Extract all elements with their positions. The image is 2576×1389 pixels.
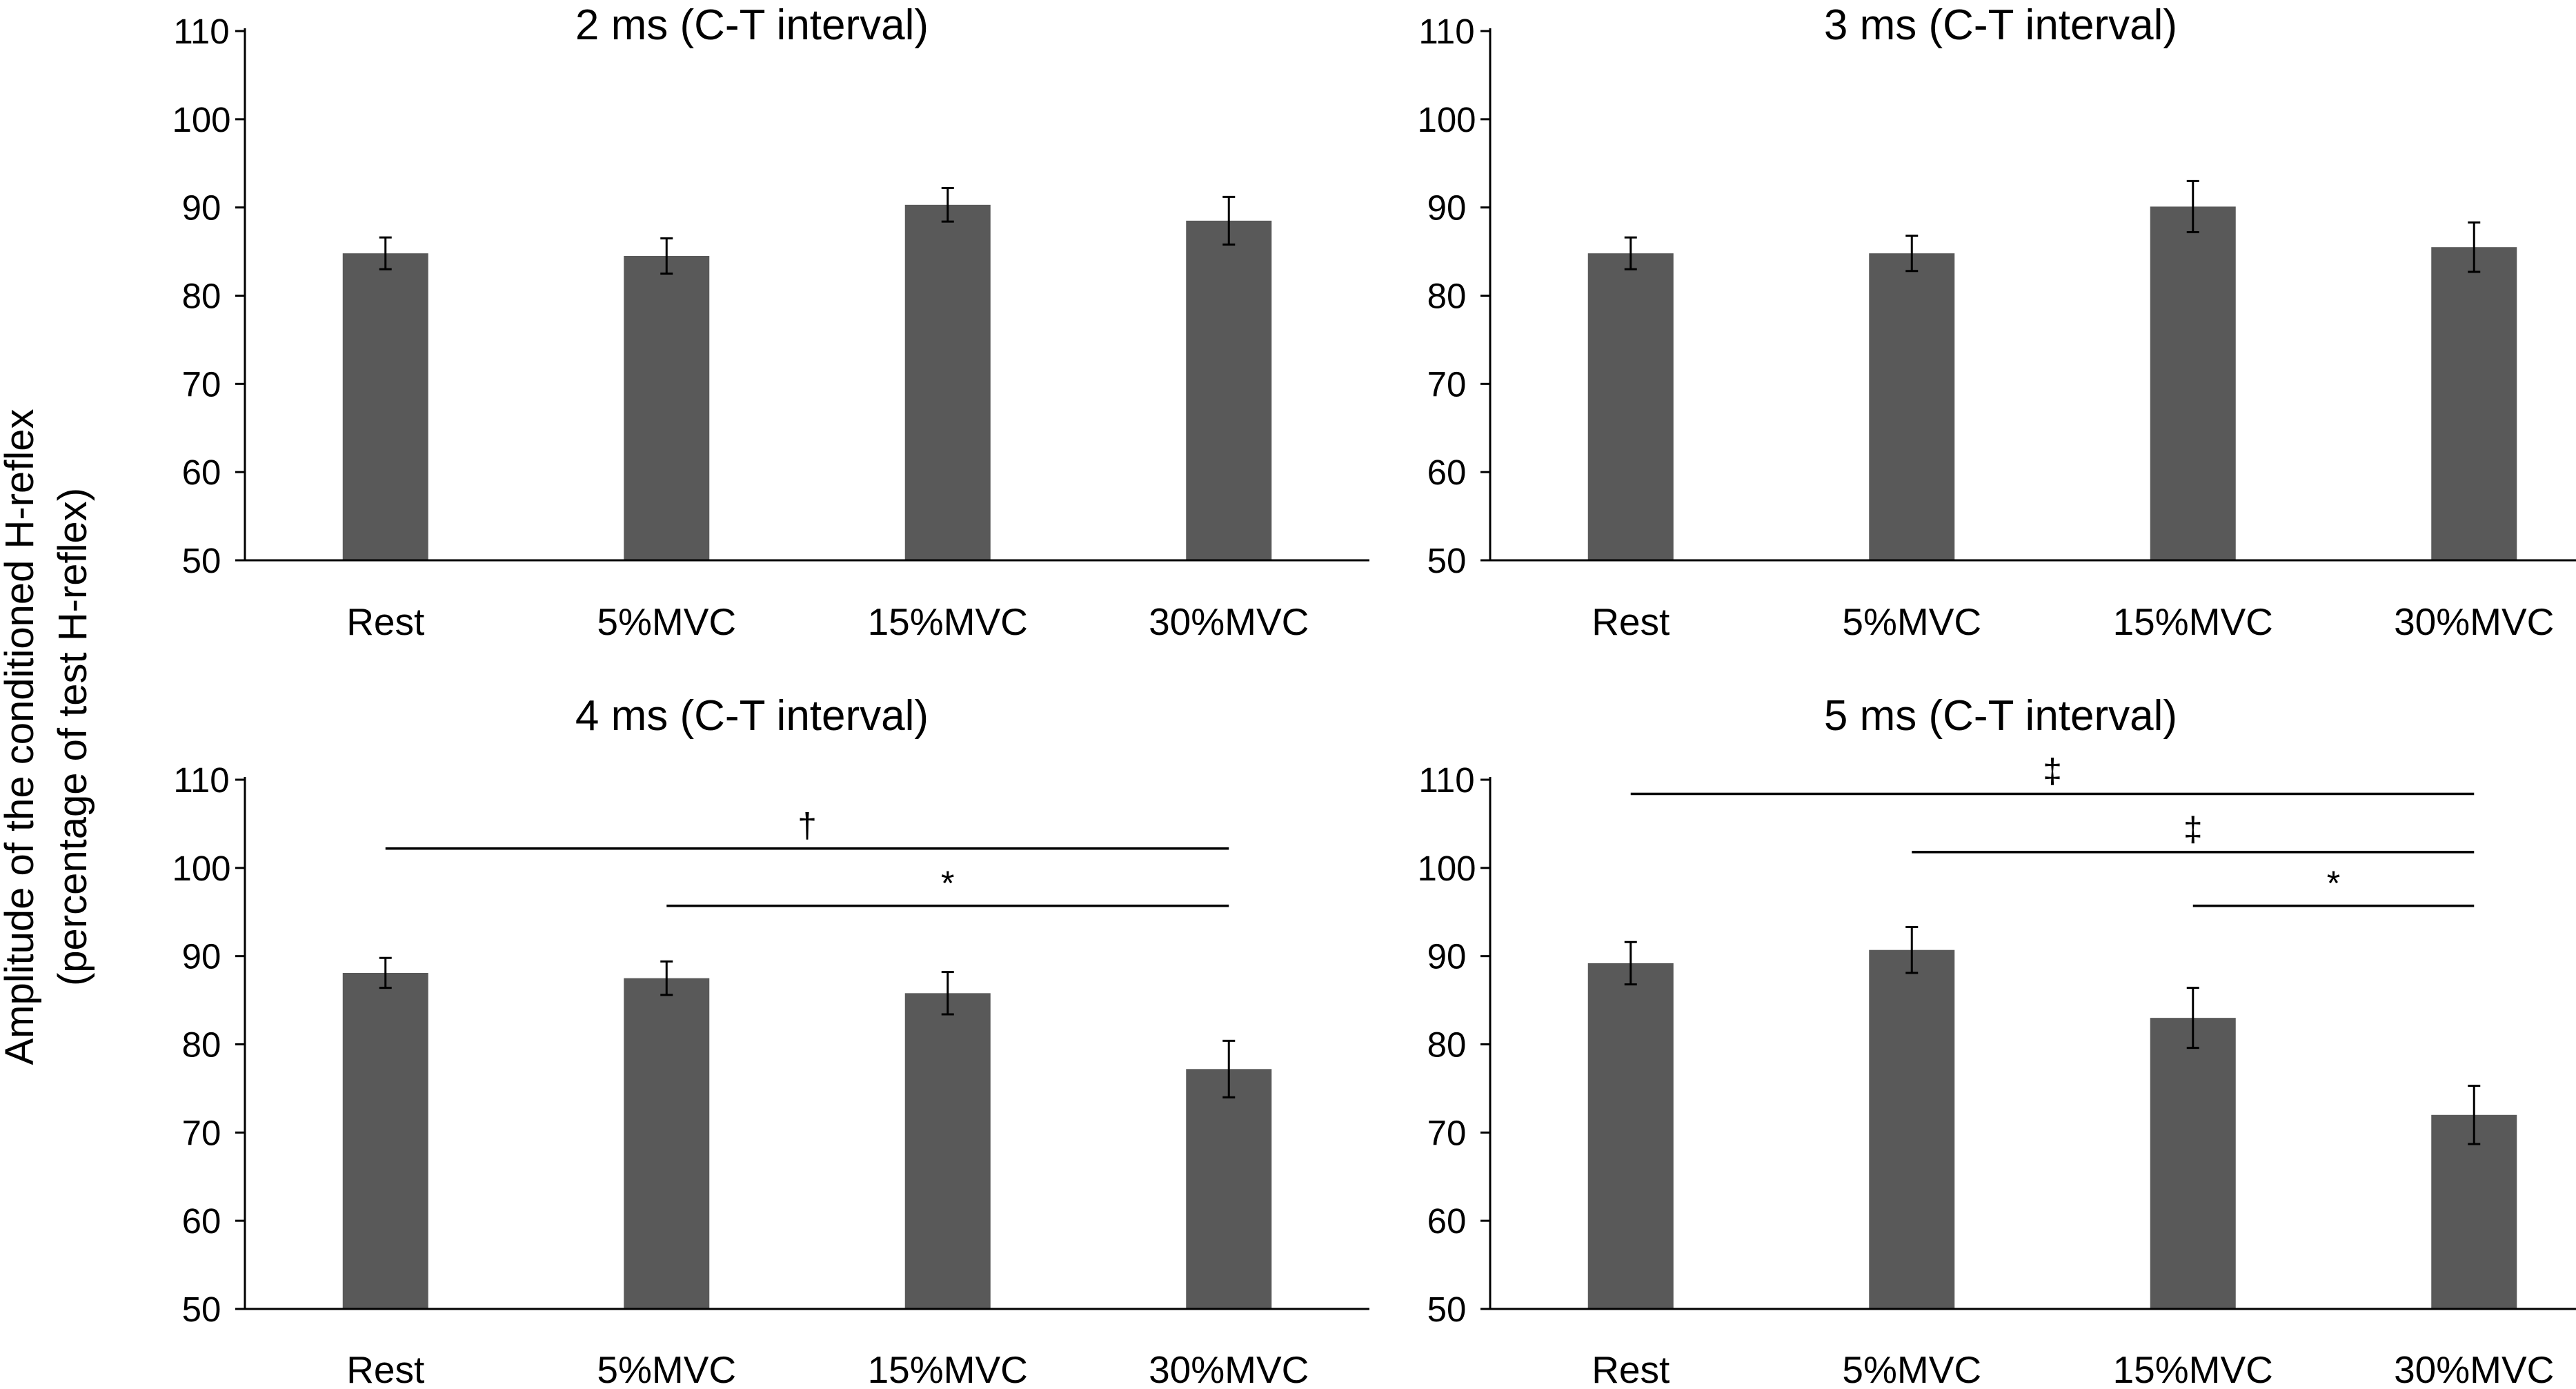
- category-label: 30%MVC: [1149, 600, 1309, 643]
- panel-4ms: Rest 5%MVC 15%MVC 30%MVC5060708090100110†* …: [172, 692, 1369, 1389]
- bar: [624, 978, 710, 1309]
- bar: [1869, 949, 1955, 1309]
- plot-area: Rest 5%MVC 15%MVC 30%MVC 50 60 70 80 90 100 110: [1417, 12, 2576, 643]
- bar: [1186, 1069, 1272, 1309]
- bar: [1587, 963, 1674, 1309]
- y-tick-label: 60: [182, 453, 221, 492]
- y-tick-label: 80: [182, 277, 221, 316]
- y-tick-label: 60: [182, 1201, 221, 1241]
- plot-area: Rest 5%MVC 15%MVC 30%MVC 50 60 70 80 90 100 110: [172, 12, 1369, 643]
- y-axis-label-line1: Amplitude of the conditioned H-reflex: [0, 408, 42, 1065]
- panel-title: 5 ms (C-T interval): [1824, 692, 2177, 740]
- y-tick-label: 50: [182, 1290, 221, 1329]
- bar: [342, 972, 428, 1309]
- y-tick-label: 90: [1427, 937, 1467, 976]
- significance-symbol: ‡: [2043, 751, 2062, 790]
- category-label: 15%MVC: [868, 600, 1028, 643]
- category-label: 30%MVC: [1149, 1348, 1309, 1389]
- panel-3ms: Rest 5%MVC 15%MVC 30%MVC 50 60 70 80 90 100 110 3 …: [1417, 1, 2576, 643]
- panel-5ms: Rest 5%MVC 15%MVC 30%MVC 50 60 70 80 90 100 110 ‡ ‡ *…: [1417, 692, 2576, 1389]
- y-tick-label: 90: [182, 188, 221, 228]
- significance-symbol: †: [797, 807, 817, 845]
- y-tick-label: 50: [1427, 1290, 1467, 1329]
- panel-2ms: Rest 5%MVC 15%MVC 30%MVC 50 60 70 80 90 100 110 2 …: [172, 1, 1369, 643]
- y-tick-label: 50: [182, 541, 221, 580]
- bar: [1869, 253, 1955, 560]
- y-tick-label: 110: [1418, 12, 1474, 51]
- category-label: Rest: [1592, 600, 1670, 643]
- category-label: 15%MVC: [2113, 1348, 2273, 1389]
- y-tick-label: 100: [172, 100, 230, 139]
- bar: [2431, 247, 2517, 560]
- bar: [2431, 1114, 2517, 1309]
- y-tick-label: 100: [1417, 849, 1476, 888]
- category-label: 5%MVC: [597, 1348, 736, 1389]
- y-tick-label: 50: [1427, 541, 1467, 580]
- bar: [1186, 220, 1272, 560]
- category-label: Rest: [346, 600, 424, 643]
- bar: [1587, 253, 1674, 560]
- significance-symbol: *: [941, 864, 954, 903]
- category-label: 5%MVC: [1842, 600, 1981, 643]
- category-label: Rest: [1592, 1348, 1670, 1389]
- panel-title: 2 ms (C-T interval): [575, 1, 929, 49]
- y-axis-label-line2: (percentage of test H-reflex): [50, 488, 95, 986]
- bar: [342, 253, 428, 560]
- y-tick-label: 70: [1427, 1113, 1467, 1152]
- y-tick-label: 90: [1427, 188, 1467, 228]
- y-tick-label: 80: [1427, 277, 1467, 316]
- panel-title: 4 ms (C-T interval): [575, 692, 929, 740]
- y-tick-label: 100: [172, 849, 230, 888]
- category-label: 30%MVC: [2394, 1348, 2554, 1389]
- category-label: 15%MVC: [2113, 600, 2273, 643]
- bar: [2150, 1018, 2236, 1309]
- y-tick-label: 70: [182, 1113, 221, 1152]
- category-label: Rest: [346, 1348, 424, 1389]
- y-tick-label: 110: [1418, 760, 1474, 800]
- category-label: 15%MVC: [868, 1348, 1028, 1389]
- significance-symbol: ‡: [2183, 810, 2203, 849]
- y-tick-label: 100: [1417, 100, 1476, 139]
- plot-area: Rest 5%MVC 15%MVC 30%MVC 50 60 70 80 90 100 110 ‡ ‡ *: [1417, 751, 2576, 1389]
- significance-symbol: *: [2327, 864, 2340, 903]
- y-tick-label: 60: [1427, 1201, 1467, 1241]
- category-label: 5%MVC: [1842, 1348, 1981, 1389]
- y-tick-label: 110: [173, 760, 229, 800]
- y-tick-label: 70: [182, 364, 221, 404]
- y-tick-label: 80: [182, 1025, 221, 1065]
- y-tick-label: 110: [173, 12, 229, 51]
- y-tick-label: 60: [1427, 453, 1467, 492]
- bar: [2150, 206, 2236, 561]
- y-tick-label: 80: [1427, 1025, 1467, 1065]
- y-tick-label: 70: [1427, 364, 1467, 404]
- category-label: 30%MVC: [2394, 600, 2554, 643]
- bar: [624, 255, 710, 560]
- y-tick-label: 90: [182, 937, 221, 976]
- bar: [904, 993, 991, 1309]
- bar: [904, 204, 991, 560]
- plot-area: Rest 5%MVC 15%MVC 30%MVC 50 60 70 80 90 100 110 † *: [172, 760, 1369, 1389]
- category-label: 5%MVC: [597, 600, 736, 643]
- panel-title: 3 ms (C-T interval): [1824, 1, 2177, 49]
